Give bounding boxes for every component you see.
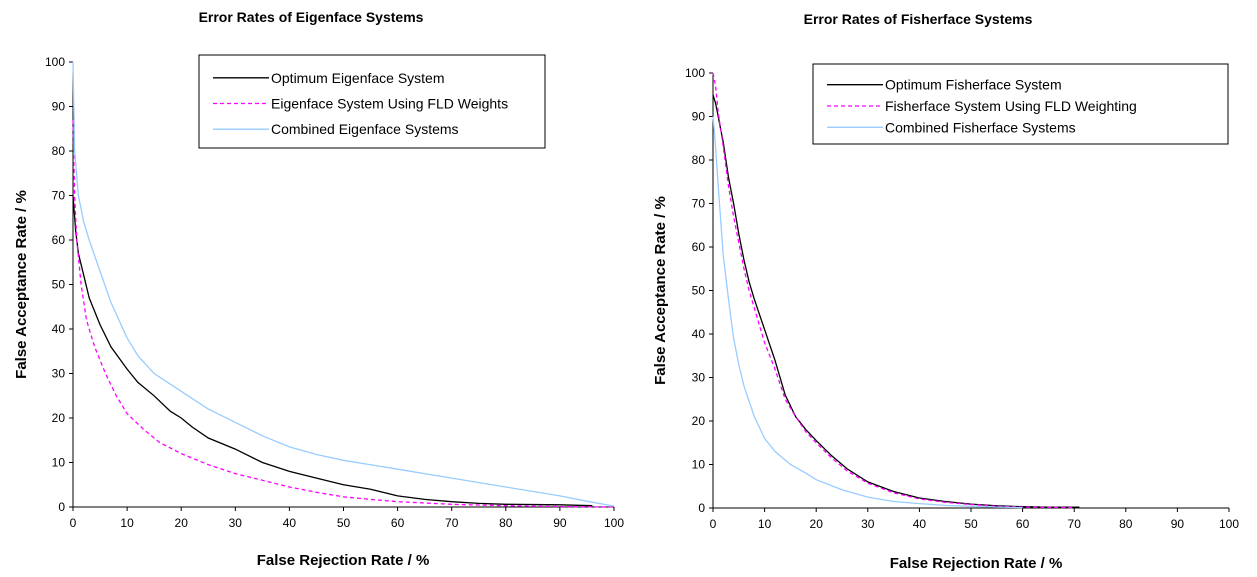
legend-box	[198, 54, 546, 149]
series-line-3	[712, 116, 1023, 509]
x-tick-label: 30	[861, 517, 875, 531]
y-tick-label: 40	[692, 327, 706, 341]
x-tick-label: 0	[70, 516, 77, 530]
y-tick-label: 50	[52, 278, 66, 292]
y-tick-label: 20	[692, 414, 706, 428]
x-tick-label: 40	[913, 517, 927, 531]
y-tick-label: 50	[692, 284, 706, 298]
legend-label: Optimum Fisherface System	[885, 77, 1062, 93]
y-tick-label: 60	[52, 233, 66, 247]
x-tick-label: 90	[1171, 517, 1185, 531]
series-line-1	[72, 195, 593, 507]
series-line-3	[72, 61, 615, 507]
legend: Optimum Fisherface System Fisherface Syst…	[812, 63, 1229, 145]
series-line-2	[712, 72, 1075, 509]
y-tick-label: 20	[52, 411, 66, 425]
y-tick-label: 100	[685, 66, 705, 80]
y-axis-label: False Acceptance Rate / %	[13, 190, 30, 379]
y-tick-label: 30	[52, 367, 66, 381]
x-tick-label: 20	[175, 516, 189, 530]
y-tick-label: 10	[52, 456, 66, 470]
y-tick-label: 10	[692, 458, 706, 472]
y-tick-label: 0	[58, 500, 65, 514]
y-tick-label: 70	[692, 197, 706, 211]
chart-1: Error Rates of Eigenface Systems 0 10 20 30 4…	[13, 9, 624, 569]
legend-label: Fisherface System Using FLD Weighting	[885, 98, 1137, 114]
chart-2: Error Rates of Fisherface Systems 0 10 20 30…	[652, 11, 1239, 572]
y-tick-label: 30	[692, 371, 706, 385]
x-tick-label: 20	[810, 517, 824, 531]
x-tick-label: 70	[445, 516, 459, 530]
x-tick-label: 50	[337, 516, 351, 530]
y-axis-label: False Acceptance Rate / %	[652, 196, 669, 385]
series-line-1	[712, 94, 1080, 508]
x-tick-label: 40	[283, 516, 297, 530]
y-tick-label: 40	[52, 322, 66, 336]
x-tick-label: 60	[391, 516, 405, 530]
x-axis-label: False Rejection Rate / %	[257, 552, 430, 569]
x-axis-label: False Rejection Rate / %	[890, 555, 1063, 572]
legend-label: Optimum Eigenface System	[271, 70, 445, 86]
x-tick-label: 60	[1016, 517, 1030, 531]
y-tick-label: 90	[52, 100, 66, 114]
x-tick-label: 70	[1068, 517, 1082, 531]
x-tick-label: 90	[553, 516, 567, 530]
chart-title: Error Rates of Eigenface Systems	[199, 9, 424, 25]
y-tick-label: 80	[52, 144, 66, 158]
x-tick-label: 50	[964, 517, 978, 531]
legend-label: Eigenface System Using FLD Weights	[271, 96, 508, 112]
y-tick-label: 60	[692, 240, 706, 254]
y-tick-label: 80	[692, 153, 706, 167]
y-tick-label: 100	[45, 55, 65, 69]
x-tick-label: 10	[758, 517, 772, 531]
x-tick-label: 100	[604, 516, 624, 530]
x-tick-label: 80	[1119, 517, 1133, 531]
chart-title: Error Rates of Fisherface Systems	[804, 11, 1033, 27]
series-line-2	[72, 119, 615, 508]
legend-box	[812, 63, 1229, 145]
x-tick-label: 30	[229, 516, 243, 530]
y-tick-label: 70	[52, 189, 66, 203]
x-tick-label: 100	[1219, 517, 1239, 531]
x-tick-label: 80	[499, 516, 513, 530]
x-tick-label: 10	[120, 516, 134, 530]
legend-label: Combined Eigenface Systems	[271, 121, 459, 137]
x-tick-label: 0	[710, 517, 717, 531]
y-tick-label: 0	[698, 501, 705, 515]
legend: Optimum Eigenface System Eigenface System…	[198, 54, 546, 149]
legend-label: Combined Fisherface Systems	[885, 119, 1076, 135]
y-tick-label: 90	[692, 110, 706, 124]
